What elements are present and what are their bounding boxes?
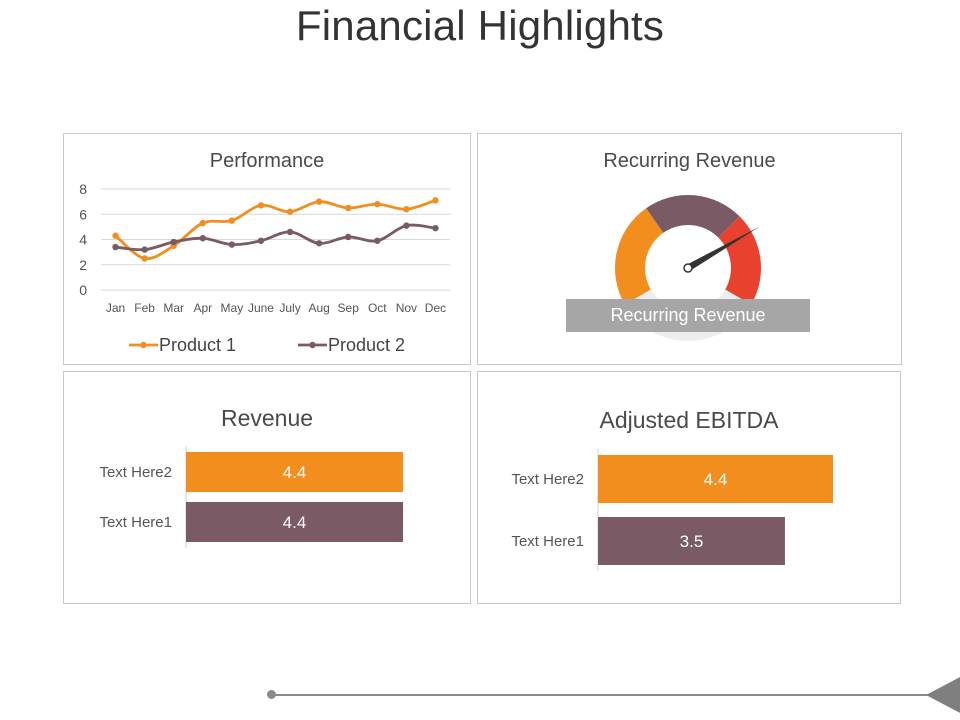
data-point-product-1 bbox=[141, 255, 148, 262]
x-tick-label: June bbox=[248, 301, 274, 315]
data-point-product-2 bbox=[403, 222, 410, 229]
bar-value-label: 3.5 bbox=[680, 532, 704, 551]
bar bbox=[186, 502, 403, 542]
x-tick-label: Oct bbox=[368, 301, 387, 315]
x-tick-label: Aug bbox=[308, 301, 329, 315]
bar bbox=[598, 517, 785, 565]
data-point-product-2 bbox=[286, 228, 294, 236]
x-tick-label: Jan bbox=[106, 301, 125, 315]
legend-label-product-1: Product 1 bbox=[159, 335, 236, 355]
ebitda-title: Adjusted EBITDA bbox=[599, 407, 779, 433]
bar-value-label: 4.4 bbox=[704, 470, 728, 489]
legend-marker-product-2 bbox=[309, 341, 316, 349]
data-point-product-2 bbox=[170, 238, 177, 246]
footer-arrow-icon bbox=[926, 676, 960, 714]
data-point-product-2 bbox=[374, 237, 381, 244]
gauge-needle bbox=[686, 226, 760, 272]
y-tick-label: 4 bbox=[79, 232, 87, 248]
series-line-product-2 bbox=[115, 223, 436, 252]
data-point-product-2 bbox=[432, 224, 439, 232]
recurring-revenue-title: Recurring Revenue bbox=[603, 150, 776, 172]
data-point-product-2 bbox=[112, 243, 119, 251]
y-tick-label: 8 bbox=[79, 181, 87, 197]
x-tick-label: Dec bbox=[425, 301, 446, 315]
gauge-segment-orange bbox=[614, 208, 664, 305]
category-label: Text Here1 bbox=[99, 514, 172, 531]
data-point-product-1 bbox=[374, 200, 381, 208]
category-label: Text Here1 bbox=[511, 533, 584, 550]
data-point-product-2 bbox=[345, 233, 352, 241]
gauge-caption: Recurring Revenue bbox=[566, 299, 810, 332]
y-tick-label: 2 bbox=[79, 257, 87, 273]
x-tick-label: July bbox=[279, 301, 300, 315]
performance-title: Performance bbox=[209, 150, 325, 172]
data-point-product-2 bbox=[257, 237, 265, 244]
category-label: Text Here2 bbox=[511, 471, 584, 488]
y-tick-label: 0 bbox=[79, 282, 87, 298]
data-point-product-1 bbox=[199, 219, 206, 227]
bar bbox=[186, 452, 403, 492]
x-tick-label: Sep bbox=[338, 301, 360, 315]
gauge-needle-hub bbox=[683, 263, 693, 273]
legend-label-product-2: Product 2 bbox=[328, 335, 405, 355]
data-point-product-2 bbox=[228, 241, 236, 248]
x-tick-label: Nov bbox=[396, 301, 417, 315]
gauge-segment-red bbox=[718, 216, 761, 305]
data-point-product-1 bbox=[112, 232, 119, 239]
data-point-product-1 bbox=[257, 202, 265, 209]
x-tick-label: Apr bbox=[193, 301, 212, 315]
x-tick-label: May bbox=[221, 301, 244, 315]
data-point-product-2 bbox=[141, 246, 148, 253]
data-point-product-1 bbox=[315, 198, 323, 205]
data-point-product-2 bbox=[199, 235, 206, 242]
data-point-product-1 bbox=[286, 208, 294, 215]
bar-value-label: 4.4 bbox=[283, 463, 307, 482]
data-point-product-1 bbox=[345, 204, 352, 212]
bar-value-label: 4.4 bbox=[283, 513, 307, 532]
recurring-revenue-panel: Recurring Revenue bbox=[477, 133, 902, 365]
footer-line bbox=[272, 694, 932, 696]
data-point-product-1 bbox=[403, 206, 410, 213]
bar bbox=[598, 455, 833, 503]
x-tick-label: Mar bbox=[163, 301, 184, 315]
legend-marker-product-1 bbox=[140, 341, 147, 349]
footer-dot bbox=[267, 690, 276, 699]
series-line-product-1 bbox=[114, 199, 436, 261]
gauge-segment-mauve bbox=[646, 194, 740, 238]
data-point-product-1 bbox=[432, 197, 439, 204]
data-point-product-2 bbox=[315, 240, 323, 247]
data-point-product-1 bbox=[228, 217, 236, 224]
x-tick-label: Feb bbox=[134, 301, 155, 315]
revenue-title: Revenue bbox=[220, 405, 314, 431]
slide-title: Financial Highlights bbox=[295, 2, 665, 49]
y-tick-label: 6 bbox=[79, 206, 87, 222]
category-label: Text Here2 bbox=[99, 464, 172, 481]
